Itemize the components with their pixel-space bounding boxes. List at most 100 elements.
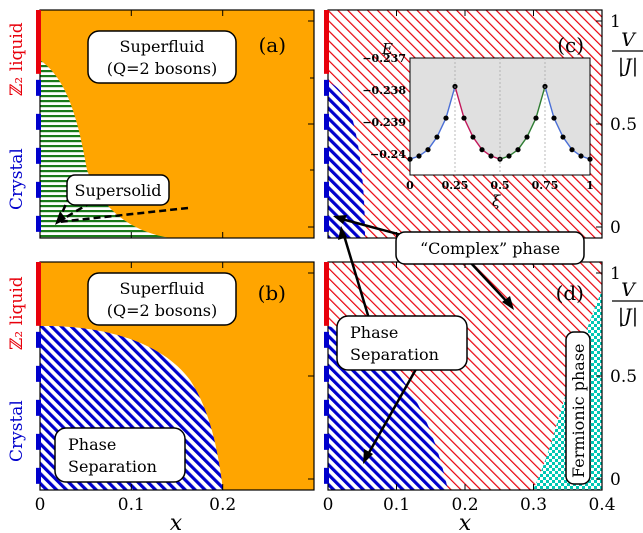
- fermionic-phase-label: Fermionic phase: [569, 344, 588, 479]
- crystal-bar-dash: [324, 467, 329, 484]
- ticks-b: [130, 262, 314, 490]
- crystal-label-bottom: Crystal: [7, 400, 27, 462]
- phase-separation-d-line1: Phase: [350, 323, 398, 342]
- inset-y-label: E: [381, 40, 393, 58]
- x-tick-d-3: 0.3: [520, 495, 547, 515]
- crystal-bar-dash: [324, 365, 329, 382]
- inset-data-point: [425, 147, 431, 153]
- inset-data-point: [578, 153, 584, 159]
- superfluid-label-a-line1: Superfluid: [120, 37, 205, 56]
- crystal-bar-dash: [36, 147, 41, 164]
- crystal-bar-dash: [324, 147, 329, 164]
- inset-data-point: [488, 153, 494, 159]
- crystal-bar-dash: [324, 181, 329, 198]
- x-axis-label-b: x: [170, 511, 183, 533]
- inset-data-point: [470, 134, 476, 140]
- inset-data-point: [479, 147, 485, 153]
- inset-data-point: [416, 153, 422, 159]
- complex-phase-label: “Complex” phase: [420, 239, 560, 258]
- y-tick-d-0: 0: [610, 470, 621, 490]
- inset-xtick-4: 1: [586, 179, 594, 192]
- x-ticklabels-d: 0 0.1 0.2 0.3 0.4: [323, 495, 616, 515]
- crystal-bar-dash: [36, 113, 41, 130]
- crystal-bar-dash: [36, 467, 41, 484]
- inset-line-segment: [454, 86, 465, 119]
- inset-data-point: [515, 147, 521, 153]
- y-ticklabels-d: 0 0.5 1: [610, 264, 637, 490]
- side-labels: ℤ₂ liquid Crystal ℤ₂ liquid Crystal: [7, 22, 27, 462]
- x-ticklabels-b: 0 0.1 0.2: [35, 495, 237, 515]
- region-phase-separation-c: [328, 82, 365, 238]
- y-axis-label-d-den: |J|: [618, 305, 638, 327]
- inset-xtick-1: 0.25: [442, 179, 469, 192]
- crystal-bar-dash: [324, 79, 329, 96]
- inset-yticks: −0.237 −0.238 −0.239 −0.24: [362, 52, 406, 161]
- x-tick-d-1: 0.1: [383, 495, 410, 515]
- supersolid-annotation: Supersolid: [55, 174, 189, 225]
- crystal-bar-dash: [36, 365, 41, 382]
- inset-data-point: [524, 134, 530, 140]
- inset-line-segment: [553, 117, 564, 138]
- panel-label-c: (c): [557, 33, 584, 57]
- inset-data-point: [560, 134, 566, 140]
- crystal-bar-dash: [36, 399, 41, 416]
- inset-points: [407, 83, 593, 162]
- legend-box-superfluid-b: Superfluid (Q=2 bosons): [87, 272, 237, 326]
- inset-data-point: [434, 134, 440, 140]
- inset-xtick-3: 0.75: [532, 179, 559, 192]
- y-tick-d-1: 0.5: [610, 367, 637, 387]
- panel-label-b: (b): [258, 281, 286, 305]
- y-ticklabels-c: 0 0.5 1: [610, 12, 637, 238]
- y-axis-label-c: V |J|: [612, 29, 643, 77]
- inset-ytick-0: −0.237: [362, 52, 406, 65]
- phase-separation-annotation-d: Phase Separation: [336, 226, 468, 464]
- y-axis-label-c-den: |J|: [618, 55, 638, 77]
- inset-line-segment: [445, 86, 456, 119]
- z2-liquid-bar: [324, 262, 329, 326]
- inset-area-below-curve: [410, 86, 590, 175]
- inset-xtick-2: 0.5: [490, 179, 509, 192]
- inset-energy-plot: −0.237 −0.238 −0.239 −0.24 0 0.25 0.5 0.…: [362, 40, 594, 210]
- x-axis-label-d: x: [459, 511, 472, 533]
- inset-x-label: ξ: [492, 192, 501, 210]
- crystal-bar-dash: [36, 79, 41, 96]
- panel-label-a: (a): [258, 33, 286, 57]
- inset-guides: [454, 58, 546, 175]
- crystal-bar-dash: [36, 331, 41, 348]
- left-phase-bars: [36, 10, 329, 484]
- inset-line-segment: [463, 117, 474, 138]
- z2-liquid-bar: [36, 10, 41, 74]
- inset-ytick-3: −0.24: [370, 148, 406, 161]
- x-tick-d-2: 0.2: [451, 495, 478, 515]
- x-tick-b-0: 0: [35, 495, 46, 515]
- y-axis-label-d-num: V: [621, 279, 637, 301]
- x-tick-b-1: 0.1: [118, 495, 145, 515]
- crystal-bar-dash: [324, 215, 329, 232]
- phase-separation-b-line2: Separation: [68, 457, 157, 476]
- inset-ytick-2: −0.239: [362, 116, 406, 129]
- inset-data-point: [569, 147, 575, 153]
- ticks-a: [130, 10, 314, 238]
- phase-separation-b-line1: Phase: [68, 435, 116, 454]
- x-tick-b-2: 0.2: [209, 495, 236, 515]
- inset-data-point: [533, 115, 539, 121]
- y-axis-label-d: V |J|: [612, 279, 643, 327]
- fermionic-phase-box: Fermionic phase: [565, 331, 591, 485]
- z2-liquid-bar: [36, 262, 41, 326]
- superfluid-label-a-line2: (Q=2 bosons): [107, 59, 218, 78]
- inset-ytick-1: −0.238: [362, 84, 406, 97]
- crystal-bar-dash: [324, 399, 329, 416]
- inset-data-point: [443, 115, 449, 121]
- x-tick-d-4: 0.4: [588, 495, 615, 515]
- z2-liquid-bar: [324, 10, 329, 74]
- inset-line-segment: [526, 117, 537, 138]
- phase-separation-d-line2: Separation: [350, 345, 439, 364]
- y-tick-c-2: 1: [610, 12, 621, 32]
- inset-line-segment: [436, 117, 447, 138]
- z2-liquid-label-bottom: ℤ₂ liquid: [7, 276, 27, 350]
- inset-xtick-0: 0: [406, 179, 414, 192]
- crystal-label-top: Crystal: [7, 148, 27, 210]
- crystal-bar-dash: [324, 331, 329, 348]
- y-tick-c-0: 0: [610, 218, 621, 238]
